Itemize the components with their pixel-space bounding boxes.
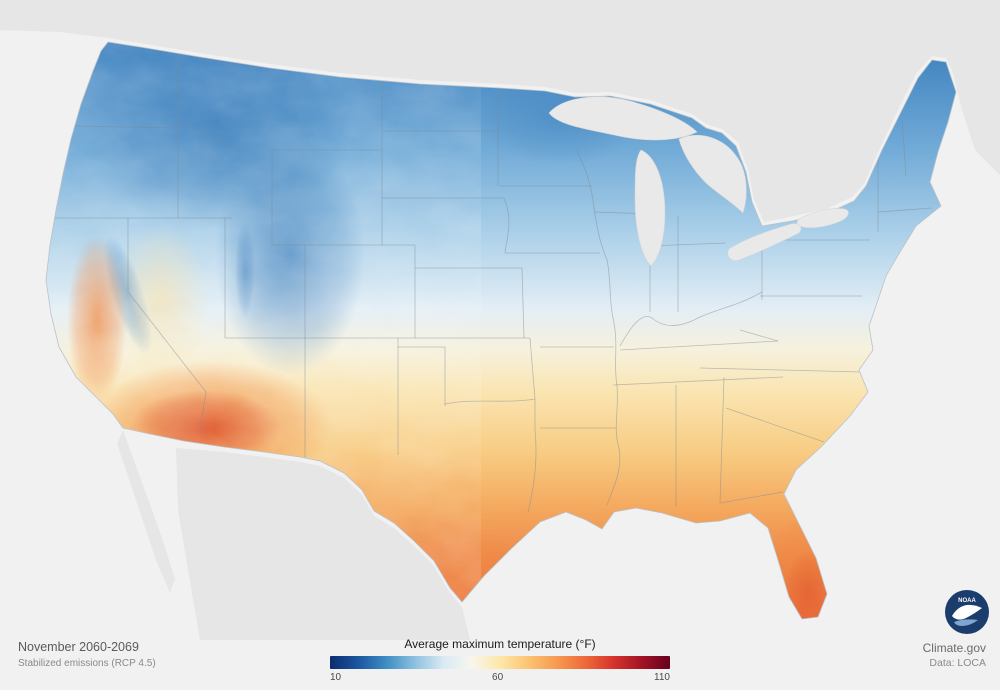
noaa-logo-icon: NOAA xyxy=(945,590,989,634)
period-label: November 2060-2069 xyxy=(18,640,139,654)
legend-tick-max: 110 xyxy=(654,672,670,683)
footer-right: Climate.gov Data: LOCA xyxy=(923,641,986,669)
great-lakes xyxy=(548,96,849,267)
legend-tick-min: 10 xyxy=(330,672,342,683)
data-source-label: Data: LOCA xyxy=(929,657,986,669)
legend-ticks: 10 60 110 xyxy=(330,672,670,683)
noaa-logo: NOAA xyxy=(944,589,990,635)
source-label: Climate.gov xyxy=(922,641,986,655)
us-outline xyxy=(45,41,957,620)
scenario-label: Stabilized emissions (RCP 4.5) xyxy=(18,658,156,669)
lake-superior xyxy=(548,96,698,141)
lake-erie xyxy=(727,223,802,261)
legend-colorbar xyxy=(330,656,670,669)
state-boundaries xyxy=(52,52,933,513)
legend-title: Average maximum temperature (°F) xyxy=(404,637,596,651)
lake-ontario xyxy=(796,208,849,229)
mexico-landmass xyxy=(117,430,470,640)
canada-landmass xyxy=(0,0,1000,222)
lake-michigan xyxy=(634,149,666,267)
temperature-legend: Average maximum temperature (°F) 10 60 1… xyxy=(330,637,670,683)
footer-left: November 2060-2069 Stabilized emissions … xyxy=(18,640,156,669)
lake-huron xyxy=(678,135,747,214)
noaa-logo-text: NOAA xyxy=(958,598,976,604)
legend-tick-mid: 60 xyxy=(492,672,504,683)
